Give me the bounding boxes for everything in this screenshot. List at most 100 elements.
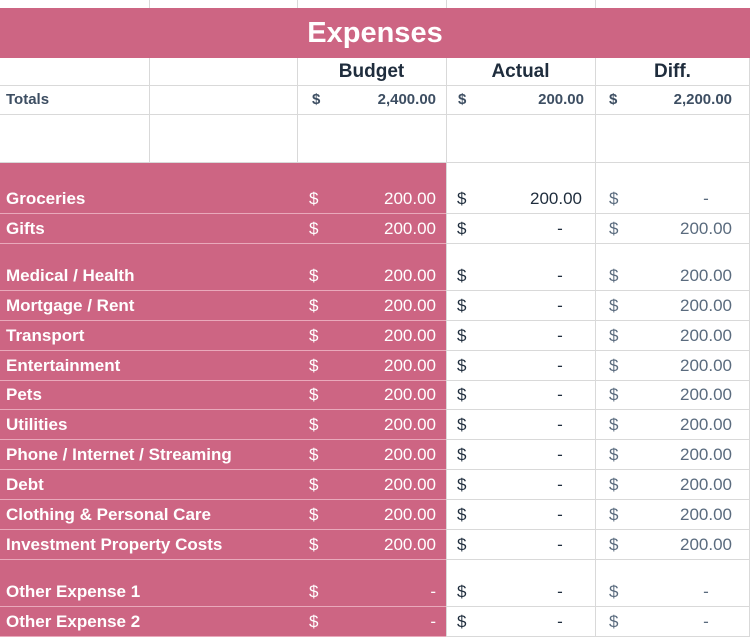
gridline (595, 58, 596, 636)
budget-value[interactable]: 200.00 (384, 535, 436, 554)
budget-header[interactable]: Budget (338, 61, 405, 82)
diff-value[interactable]: - (703, 582, 709, 601)
category-label[interactable]: Groceries (6, 189, 86, 208)
category-label[interactable]: Other Expense 1 (6, 582, 141, 601)
budget-value[interactable]: 200.00 (384, 505, 436, 524)
budget-value[interactable]: 200.00 (384, 356, 436, 375)
budget-currency: $ (309, 612, 319, 631)
budget-value[interactable]: 200.00 (384, 385, 436, 404)
actual-value[interactable]: - (557, 582, 563, 601)
category-label[interactable]: Transport (6, 326, 85, 345)
row-divider (0, 409, 446, 410)
budget-value[interactable]: 200.00 (384, 219, 436, 238)
actual-value[interactable]: - (557, 415, 563, 434)
actual-value[interactable]: - (557, 445, 563, 464)
diff-currency: $ (609, 189, 619, 208)
gridline (446, 213, 750, 214)
row-divider (0, 320, 446, 321)
budget-value[interactable]: 200.00 (384, 189, 436, 208)
actual-value[interactable]: 200.00 (530, 189, 582, 208)
diff-value[interactable]: 200.00 (680, 385, 732, 404)
category-label[interactable]: Gifts (6, 219, 45, 238)
actual-currency: $ (457, 475, 467, 494)
actual-value[interactable]: - (557, 475, 563, 494)
diff-currency: $ (609, 326, 619, 345)
diff-value[interactable]: 200.00 (680, 445, 732, 464)
diff-value[interactable]: 200.00 (680, 296, 732, 315)
category-label[interactable]: Medical / Health (6, 266, 135, 285)
gridline (446, 58, 447, 636)
budget-value[interactable]: 200.00 (384, 296, 436, 315)
category-label[interactable]: Entertainment (6, 356, 121, 375)
diff-value[interactable]: 200.00 (680, 475, 732, 494)
totals-budget-currency: $ (312, 91, 321, 108)
category-label[interactable]: Clothing & Personal Care (6, 505, 211, 524)
budget-value[interactable]: 200.00 (384, 415, 436, 434)
diff-value[interactable]: 200.00 (680, 415, 732, 434)
totals-diff-value[interactable]: 2,200.00 (673, 91, 732, 108)
actual-value[interactable]: - (557, 505, 563, 524)
totals-diff-currency: $ (609, 91, 618, 108)
gridline (0, 162, 750, 163)
expenses-title: Expenses (0, 8, 750, 58)
budget-currency: $ (309, 475, 319, 494)
category-label[interactable]: Pets (6, 385, 42, 404)
diff-currency: $ (609, 475, 619, 494)
category-label[interactable]: Debt (6, 475, 44, 494)
budget-currency: $ (309, 266, 319, 285)
diff-header[interactable]: Diff. (654, 61, 691, 82)
budget-currency: $ (309, 189, 319, 208)
budget-value[interactable]: 200.00 (384, 266, 436, 285)
budget-value[interactable]: - (430, 582, 436, 601)
actual-currency: $ (457, 356, 467, 375)
actual-currency: $ (457, 535, 467, 554)
diff-value[interactable]: 200.00 (680, 505, 732, 524)
row-divider (0, 529, 446, 530)
diff-currency: $ (609, 445, 619, 464)
diff-value[interactable]: 200.00 (680, 356, 732, 375)
budget-value[interactable]: 200.00 (384, 475, 436, 494)
budget-currency: $ (309, 356, 319, 375)
diff-value[interactable]: 200.00 (680, 266, 732, 285)
category-label[interactable]: Utilities (6, 415, 68, 434)
category-label[interactable]: Phone / Internet / Streaming (6, 445, 232, 464)
category-label[interactable]: Other Expense 2 (6, 612, 141, 631)
actual-value[interactable]: - (557, 266, 563, 285)
totals-actual-value[interactable]: 200.00 (538, 91, 584, 108)
category-label[interactable]: Mortgage / Rent (6, 296, 135, 315)
budget-currency: $ (309, 326, 319, 345)
totals-actual-currency: $ (458, 91, 467, 108)
actual-value[interactable]: - (557, 356, 563, 375)
actual-currency: $ (457, 582, 467, 601)
actual-header[interactable]: Actual (491, 61, 550, 82)
diff-value[interactable]: 200.00 (680, 535, 732, 554)
totals-label[interactable]: Totals (6, 91, 50, 108)
row-divider (0, 380, 446, 381)
budget-currency: $ (309, 445, 319, 464)
budget-value[interactable]: 200.00 (384, 445, 436, 464)
actual-value[interactable]: - (557, 219, 563, 238)
budget-value[interactable]: 200.00 (384, 326, 436, 345)
row-divider (0, 606, 446, 607)
diff-value[interactable]: 200.00 (680, 326, 732, 345)
category-label[interactable]: Investment Property Costs (6, 535, 223, 554)
diff-value[interactable]: - (703, 189, 709, 208)
diff-currency: $ (609, 385, 619, 404)
actual-currency: $ (457, 219, 467, 238)
actual-value[interactable]: - (557, 326, 563, 345)
gridline (446, 606, 750, 607)
row-divider (0, 213, 446, 214)
diff-value[interactable]: 200.00 (680, 219, 732, 238)
gridline (0, 114, 750, 115)
actual-value[interactable]: - (557, 535, 563, 554)
diff-currency: $ (609, 266, 619, 285)
actual-value[interactable]: - (557, 385, 563, 404)
diff-value[interactable]: - (703, 612, 709, 631)
budget-value[interactable]: - (430, 612, 436, 631)
actual-value[interactable]: - (557, 296, 563, 315)
actual-value[interactable]: - (557, 612, 563, 631)
gridline (595, 0, 596, 8)
totals-budget-value[interactable]: 2,400.00 (377, 91, 436, 108)
budget-currency: $ (309, 582, 319, 601)
